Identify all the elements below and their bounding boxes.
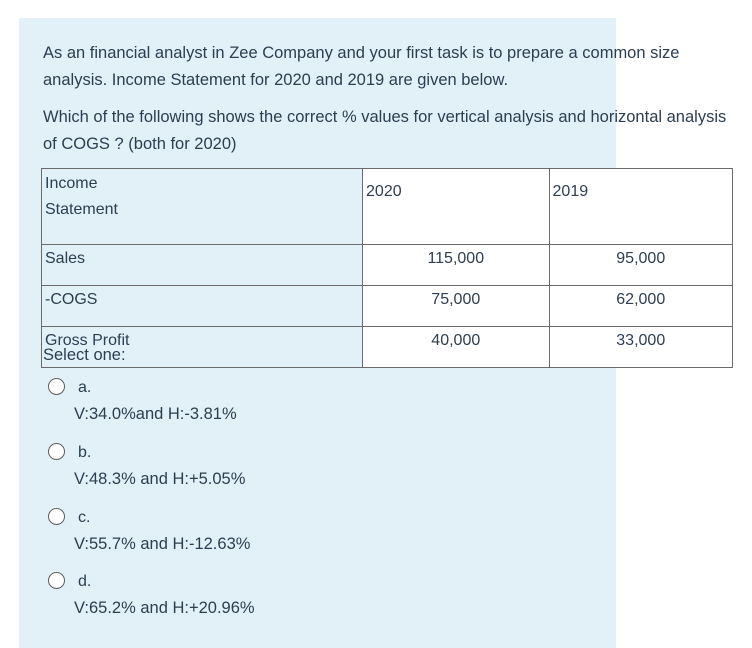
answer-option-c[interactable]: c. V:55.7% and H:-12.63% xyxy=(48,508,448,568)
option-text-a: V:34.0%and H:-3.81% xyxy=(74,405,237,423)
radio-button-b[interactable] xyxy=(48,443,65,460)
cell-gross-profit-2020: 40,000 xyxy=(362,326,550,368)
cell-gross-profit-2019: 33,000 xyxy=(548,326,734,368)
header-income-statement: Income Statement xyxy=(40,168,364,245)
radio-button-a[interactable] xyxy=(48,378,65,395)
answer-option-d[interactable]: d. V:65.2% and H:+20.96% xyxy=(48,572,448,632)
income-statement-table: Income Statement 2020 2019 Sales 115,000… xyxy=(40,168,734,368)
table-row: -COGS 75,000 62,000 xyxy=(40,285,734,327)
question-intro-text: As an financial analyst in Zee Company a… xyxy=(43,44,680,89)
answer-option-a[interactable]: a. V:34.0%and H:-3.81% xyxy=(48,378,448,438)
header-label-text: Income Statement xyxy=(45,175,118,218)
row-label-sales: Sales xyxy=(40,244,364,286)
cell-sales-2019: 95,000 xyxy=(548,244,734,286)
cell-cogs-2019: 62,000 xyxy=(548,285,734,327)
header-year-2020: 2020 xyxy=(362,168,550,245)
cell-sales-2020: 115,000 xyxy=(362,244,550,286)
option-letter-a: a. xyxy=(78,379,92,396)
option-text-b: V:48.3% and H:+5.05% xyxy=(74,470,246,488)
option-letter-d: d. xyxy=(78,573,92,590)
option-text-c: V:55.7% and H:-12.63% xyxy=(74,535,251,553)
row-label-gross-profit: Gross Profit xyxy=(40,326,364,368)
radio-button-c[interactable] xyxy=(48,508,65,525)
table-row: Gross Profit 40,000 33,000 xyxy=(40,326,734,368)
option-letter-b: b. xyxy=(78,444,92,461)
option-text-d: V:65.2% and H:+20.96% xyxy=(74,599,255,617)
header-year-2019: 2019 xyxy=(548,168,734,245)
table-header-row: Income Statement 2020 2019 xyxy=(40,168,734,245)
option-letter-c: c. xyxy=(78,509,91,526)
row-label-cogs: -COGS xyxy=(40,285,364,327)
select-one-label: Select one: xyxy=(43,346,126,364)
cell-cogs-2020: 75,000 xyxy=(362,285,550,327)
radio-button-d[interactable] xyxy=(48,572,65,589)
answer-option-b[interactable]: b. V:48.3% and H:+5.05% xyxy=(48,443,448,503)
question-prompt-text: Which of the following shows the correct… xyxy=(43,108,727,153)
table-row: Sales 115,000 95,000 xyxy=(40,244,734,286)
